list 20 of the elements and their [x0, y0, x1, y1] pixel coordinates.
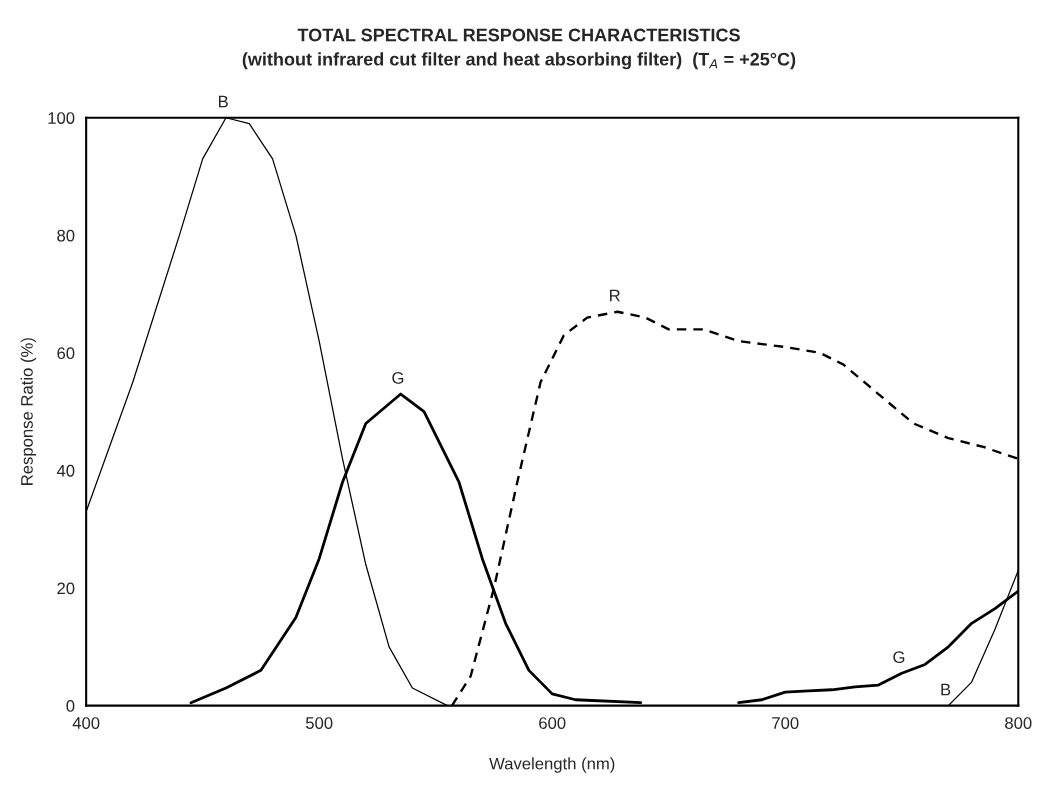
chart-title: TOTAL SPECTRAL RESPONSE CHARACTERISTICS — [297, 28, 740, 42]
y-tick-label: 20 — [57, 582, 75, 595]
x-tick-label: 800 — [1005, 717, 1032, 729]
annotation: B — [941, 683, 951, 696]
y-tick-label: 60 — [57, 347, 75, 360]
y-tick-label: 100 — [48, 112, 75, 124]
y-axis-title: Response Ratio (%) — [20, 338, 37, 485]
x-tick-label: 600 — [539, 717, 566, 729]
annotation: R — [610, 289, 620, 302]
x-tick-label: 400 — [72, 717, 100, 729]
y-tick-label: 40 — [56, 464, 75, 477]
chart-subtitle: (without infrared cut filter and heat absorbing filter) (T$_{A}$ = +25°C) — [242, 52, 796, 70]
annotation: B — [219, 95, 228, 108]
annotation: G — [392, 372, 404, 384]
y-tick-label: 0 — [66, 700, 75, 712]
x-axis-title: Wavelength (nm) — [489, 757, 615, 773]
y-tick-label: 80 — [57, 229, 75, 242]
x-tick-label: 500 — [305, 717, 333, 729]
x-tick-label: 700 — [772, 717, 799, 729]
annotation: G — [893, 651, 905, 664]
